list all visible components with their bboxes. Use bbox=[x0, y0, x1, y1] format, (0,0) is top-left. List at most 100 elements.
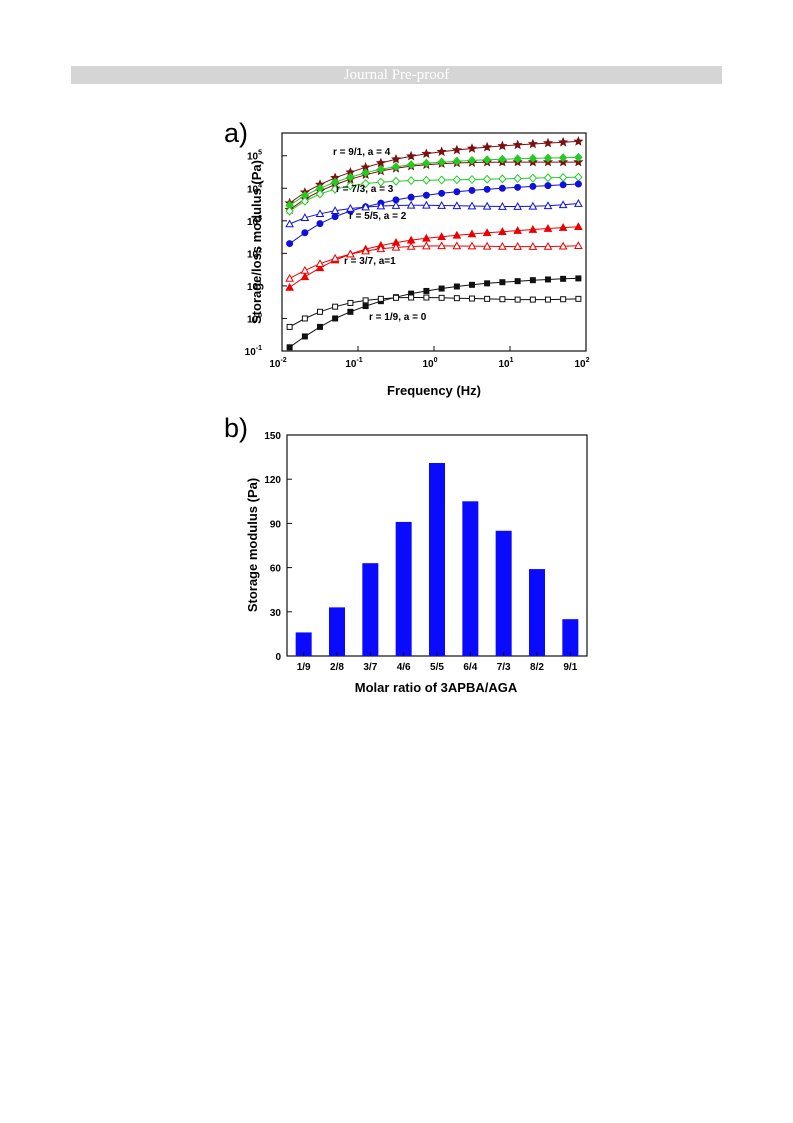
data-point bbox=[437, 175, 446, 185]
data-point bbox=[391, 201, 401, 209]
data-point bbox=[484, 280, 491, 287]
data-point bbox=[438, 189, 446, 197]
data-point bbox=[467, 229, 477, 238]
data-point bbox=[468, 281, 475, 288]
data-point bbox=[347, 308, 354, 315]
series-square-open-9 bbox=[286, 294, 582, 330]
panel-a-x-tick-label: 102 bbox=[574, 357, 589, 370]
panel-b-chart: 0 30 60 90 120 150 1/9 2/8 3/7 4/6 5/5 6/4 7/3 8/2 9/… bbox=[245, 431, 588, 695]
data-point bbox=[346, 181, 355, 191]
data-point bbox=[543, 241, 553, 250]
data-point bbox=[560, 296, 567, 303]
data-point bbox=[558, 200, 568, 209]
data-point bbox=[544, 296, 551, 303]
panel-b-x-tick-label: 2/8 bbox=[330, 662, 344, 673]
data-point bbox=[574, 199, 583, 207]
data-point bbox=[543, 173, 553, 183]
data-point bbox=[361, 178, 370, 189]
data-point bbox=[437, 201, 446, 209]
panel-b-y-ticks: 0 30 60 90 120 150 bbox=[264, 431, 292, 663]
data-point bbox=[422, 200, 431, 209]
data-point bbox=[315, 189, 325, 199]
data-point bbox=[452, 230, 462, 239]
panel-b-x-tick-label: 3/7 bbox=[363, 662, 377, 673]
annotation-r37: r = 3/7, a=1 bbox=[344, 256, 396, 267]
panel-b-y-tick-label: 150 bbox=[264, 431, 281, 442]
data-point bbox=[361, 246, 370, 255]
data-point bbox=[406, 150, 417, 161]
data-point bbox=[468, 295, 475, 302]
data-point bbox=[558, 223, 568, 231]
panel-a-x-tick-exponent: -1 bbox=[356, 357, 362, 364]
data-point bbox=[437, 241, 446, 250]
panel-b-y-tick-label: 30 bbox=[270, 608, 282, 619]
series-star-filled-0 bbox=[284, 136, 584, 208]
data-point bbox=[422, 175, 431, 185]
panel-a-y-tick-exponent: 3 bbox=[258, 215, 262, 222]
panel-a-x-ticks: 10-2 10-1 100 101 102 bbox=[269, 346, 590, 370]
data-point bbox=[301, 315, 308, 322]
data-point bbox=[512, 139, 523, 150]
data-point bbox=[499, 279, 506, 286]
data-point bbox=[422, 233, 431, 242]
bar-5-5 bbox=[429, 462, 445, 656]
data-point bbox=[407, 193, 415, 201]
annotation-r73: r = 7/3, a = 3 bbox=[336, 184, 394, 195]
data-point bbox=[558, 136, 569, 147]
data-point bbox=[453, 283, 460, 290]
panel-b-y-tick-label: 60 bbox=[270, 564, 282, 575]
data-point bbox=[422, 158, 431, 168]
data-point bbox=[391, 242, 401, 251]
data-point bbox=[574, 180, 582, 188]
data-point bbox=[330, 184, 340, 194]
data-point bbox=[423, 294, 430, 301]
data-point bbox=[575, 275, 582, 282]
data-point bbox=[376, 244, 386, 253]
data-point bbox=[346, 203, 355, 212]
data-point bbox=[347, 299, 354, 306]
data-point bbox=[300, 265, 310, 274]
data-point bbox=[346, 249, 355, 258]
panel-b-bars bbox=[295, 462, 579, 656]
series-diamond-open-3 bbox=[285, 172, 583, 216]
data-point bbox=[468, 186, 476, 194]
data-point bbox=[574, 241, 583, 250]
data-point bbox=[453, 295, 460, 302]
data-point bbox=[484, 295, 491, 302]
data-point bbox=[330, 253, 340, 262]
data-point bbox=[543, 153, 553, 163]
data-point bbox=[406, 200, 416, 209]
data-point bbox=[498, 227, 507, 235]
data-point bbox=[513, 242, 522, 250]
data-point bbox=[467, 155, 477, 165]
bar-8-2 bbox=[529, 569, 545, 656]
data-point bbox=[285, 219, 294, 228]
panel-a-x-tick-label: 100 bbox=[422, 357, 437, 370]
series-square-filled-8 bbox=[286, 275, 582, 351]
data-point bbox=[514, 296, 521, 303]
data-point bbox=[528, 201, 538, 210]
data-point bbox=[438, 294, 445, 301]
data-point bbox=[514, 278, 521, 285]
panel-b-x-axis-title: Molar ratio of 3APBA/AGA bbox=[355, 680, 518, 695]
annotation-r55: r = 5/5, a = 2 bbox=[349, 211, 407, 222]
panel-b-y-axis-title: Storage modulus (Pa) bbox=[245, 478, 260, 612]
data-point bbox=[286, 240, 294, 248]
bar-4-6 bbox=[395, 521, 412, 656]
data-point bbox=[376, 201, 386, 210]
journal-preproof-banner: Journal Pre-proof bbox=[71, 66, 722, 84]
data-point bbox=[300, 196, 310, 206]
panel-a-x-tick-exponent: -2 bbox=[280, 357, 286, 364]
panel-b-x-tick-label: 9/1 bbox=[563, 662, 577, 673]
data-point bbox=[315, 263, 325, 272]
data-point bbox=[573, 136, 584, 146]
data-point bbox=[482, 155, 492, 165]
data-point bbox=[330, 206, 340, 214]
panel-b-x-ticks: 1/9 2/8 3/7 4/6 5/5 6/4 7/3 8/2 9/1 bbox=[297, 652, 578, 673]
data-point bbox=[528, 153, 538, 163]
data-point bbox=[513, 173, 522, 184]
panel-a-x-tick-label: 10-2 bbox=[269, 357, 286, 370]
data-point bbox=[377, 295, 384, 302]
